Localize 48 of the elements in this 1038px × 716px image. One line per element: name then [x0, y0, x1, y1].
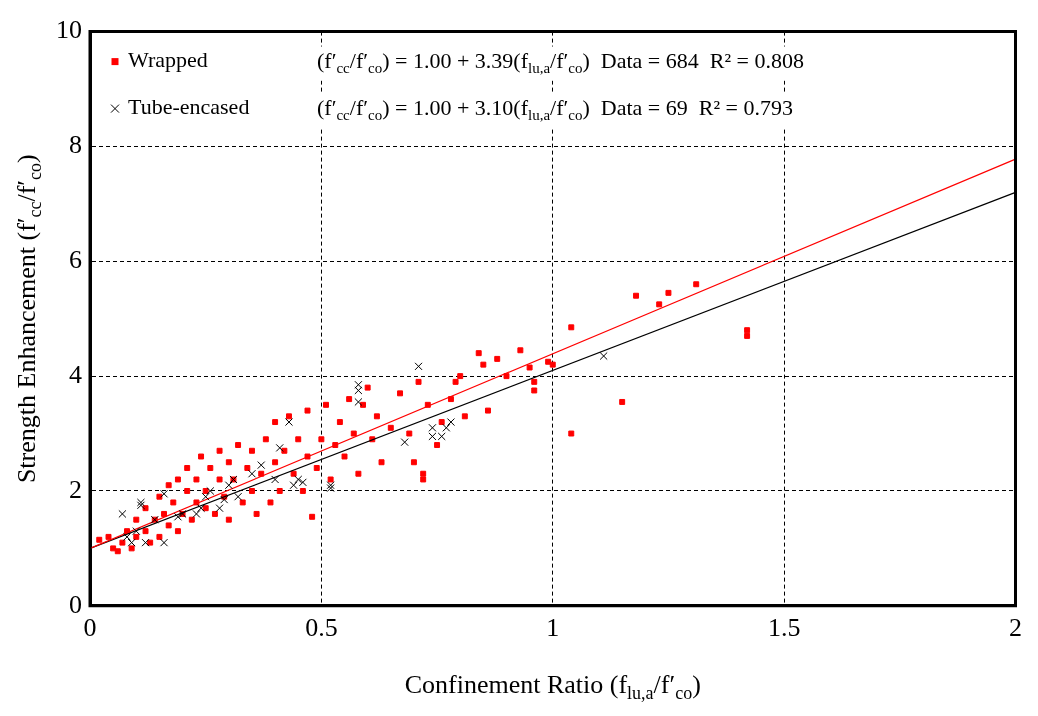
point [414, 362, 423, 371]
point [294, 475, 303, 484]
point [192, 509, 201, 518]
y-tick-label: 6 [69, 245, 82, 275]
point [206, 486, 215, 495]
point [446, 418, 455, 427]
point [298, 478, 307, 487]
point [173, 512, 182, 521]
y-tick-label: 10 [56, 15, 82, 45]
point [271, 475, 280, 484]
point [122, 532, 132, 541]
point [284, 418, 294, 427]
point [136, 498, 145, 507]
point [215, 504, 224, 513]
point [257, 461, 266, 470]
legend-label: Wrapped [128, 47, 208, 73]
x-tick-label: 1 [546, 613, 560, 643]
x-tick-label: 2 [1009, 613, 1022, 643]
x-tick-label: 0.5 [305, 613, 338, 643]
point [275, 443, 284, 452]
point [160, 489, 169, 498]
point [326, 481, 335, 490]
point [326, 484, 335, 493]
point [136, 501, 145, 510]
point [599, 351, 608, 361]
point [132, 527, 141, 536]
point [224, 481, 233, 490]
point [354, 397, 363, 406]
point [247, 469, 256, 478]
point [127, 538, 136, 547]
point [197, 504, 206, 513]
y-tick-label: 2 [69, 474, 82, 504]
point [118, 509, 127, 518]
point [220, 495, 229, 504]
x-tick-label: 1.5 [767, 613, 801, 643]
y-axis-title: Strength Enhancement (f′cc/f′co) [11, 154, 45, 484]
legend-label: Tube-encased [128, 94, 250, 120]
point [160, 538, 169, 547]
point [400, 438, 409, 447]
point [289, 481, 298, 490]
y-tick-label: 8 [69, 130, 82, 160]
y-tick-label: 0 [69, 589, 82, 619]
point [141, 538, 150, 547]
y-tick-label: 4 [69, 359, 82, 389]
point [437, 432, 446, 441]
point [201, 492, 210, 501]
point [234, 492, 243, 501]
point [442, 423, 451, 432]
